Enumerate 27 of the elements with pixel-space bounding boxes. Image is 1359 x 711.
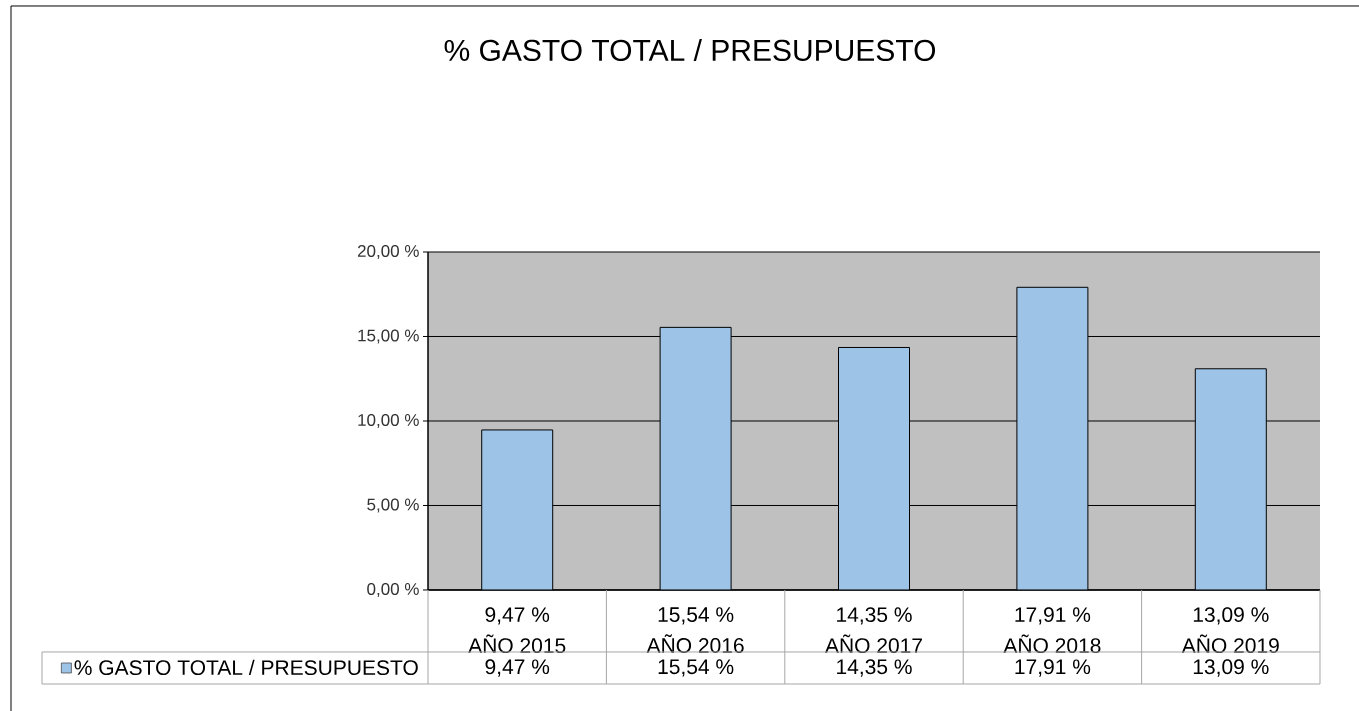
text: 14,35 % [837, 659, 912, 677]
bar [481, 429, 554, 590]
bar [838, 346, 910, 590]
x-tick-label: AÑO 2016 [646, 634, 744, 653]
text: 17,91 % [1015, 659, 1091, 677]
bar [1016, 286, 1089, 590]
y-tick-label: 15,00 % [358, 329, 419, 344]
x-tick-label: AÑO 2015 [468, 634, 566, 654]
x-tick-label: AÑO 2017 [825, 634, 922, 654]
bar [659, 326, 732, 590]
y-tick-label: 10,00 % [358, 413, 419, 429]
data-label: 15,54 % [658, 607, 734, 625]
text: 9,47 % [485, 659, 550, 677]
y-tick-label: 20,00 % [357, 244, 419, 260]
text: 15,54 % [658, 659, 734, 677]
text: 13,09 % [1193, 659, 1269, 677]
bar [1194, 368, 1267, 590]
y-tick-label: 0,00 % [367, 582, 419, 598]
data-label: 9,47 % [485, 607, 550, 625]
x-tick-label: AÑO 2018 [1003, 634, 1101, 654]
data-label: 14,35 % [837, 607, 912, 625]
data-label: 17,91 % [1015, 607, 1091, 625]
x-tick-label: AÑO 2019 [1181, 634, 1279, 654]
chart-title: % GASTO TOTAL / PRESUPUESTO [444, 38, 936, 62]
y-tick-label: 5,00 % [367, 498, 419, 513]
legend-label: % GASTO TOTAL / PRESUPUESTO [74, 659, 418, 676]
data-label: 13,09 % [1193, 607, 1269, 625]
